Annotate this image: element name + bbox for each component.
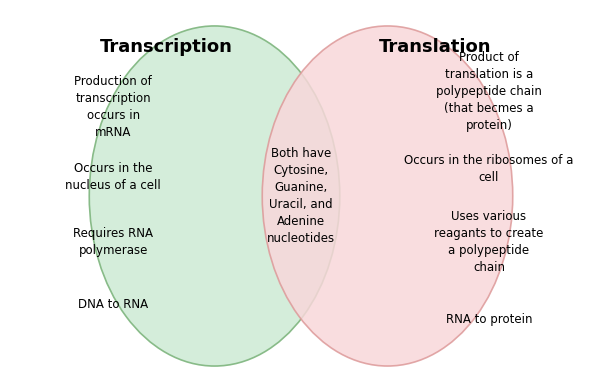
Text: Transcription: Transcription [101,38,233,56]
Text: RNA to protein: RNA to protein [445,313,532,326]
Text: Occurs in the ribosomes of a
cell: Occurs in the ribosomes of a cell [404,154,574,184]
Text: DNA to RNA: DNA to RNA [78,298,148,311]
Text: Requires RNA
polymerase: Requires RNA polymerase [73,227,153,258]
Ellipse shape [262,26,513,366]
Text: Uses various
reagants to create
a polypeptide
chain: Uses various reagants to create a polype… [434,211,544,274]
Text: Production of
transcription
occurs in
mRNA: Production of transcription occurs in mR… [74,75,152,139]
Text: Product of
translation is a
polypeptide chain
(that becmes a
protein): Product of translation is a polypeptide … [436,51,542,132]
Text: Both have
Cytosine,
Guanine,
Uracil, and
Adenine
nucleotides: Both have Cytosine, Guanine, Uracil, and… [267,147,335,245]
Ellipse shape [89,26,340,366]
Text: Occurs in the
nucleus of a cell: Occurs in the nucleus of a cell [65,162,161,192]
Text: Translation: Translation [379,38,491,56]
